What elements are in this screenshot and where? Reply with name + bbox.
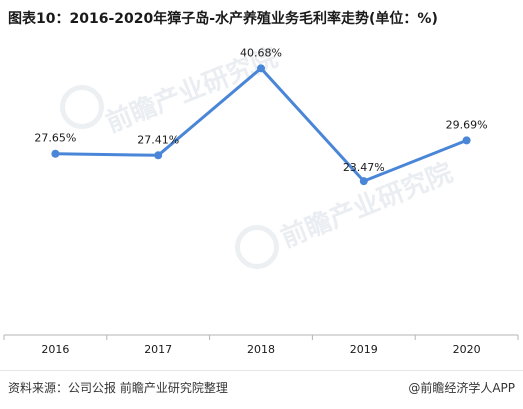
data-label: 27.65% <box>34 132 76 145</box>
brand-credit: @前瞻经济学人APP <box>408 381 515 395</box>
data-point <box>257 64 265 73</box>
line-chart: 2016 2017 2018 2019 2020 27.65% 27.41% 40.68% 2… <box>3 46 519 356</box>
data-point <box>462 136 471 145</box>
x-tick-label: 2019 <box>350 343 378 356</box>
data-label: 40.68% <box>240 46 282 59</box>
data-point <box>154 151 163 160</box>
watermark-logo-icon <box>235 225 279 269</box>
x-tick-label: 2020 <box>453 343 481 356</box>
x-tick-label: 2017 <box>144 343 172 356</box>
series-line <box>53 66 469 183</box>
data-label: 29.69% <box>446 118 488 131</box>
watermark-logo-icon <box>60 85 104 129</box>
data-label: 27.41% <box>137 133 179 146</box>
chart-title: 图表10：2016-2020年獐子岛-水产养殖业务毛利率走势(单位：%) <box>8 11 438 27</box>
footer-divider <box>0 370 523 371</box>
x-tick-label: 2016 <box>41 343 69 356</box>
data-point <box>51 149 60 158</box>
data-point <box>359 177 368 186</box>
source-note: 资料来源：公司公报 前瞻产业研究院整理 <box>8 381 228 395</box>
data-label: 23.47% <box>343 161 385 174</box>
x-tick-label: 2018 <box>247 343 275 356</box>
